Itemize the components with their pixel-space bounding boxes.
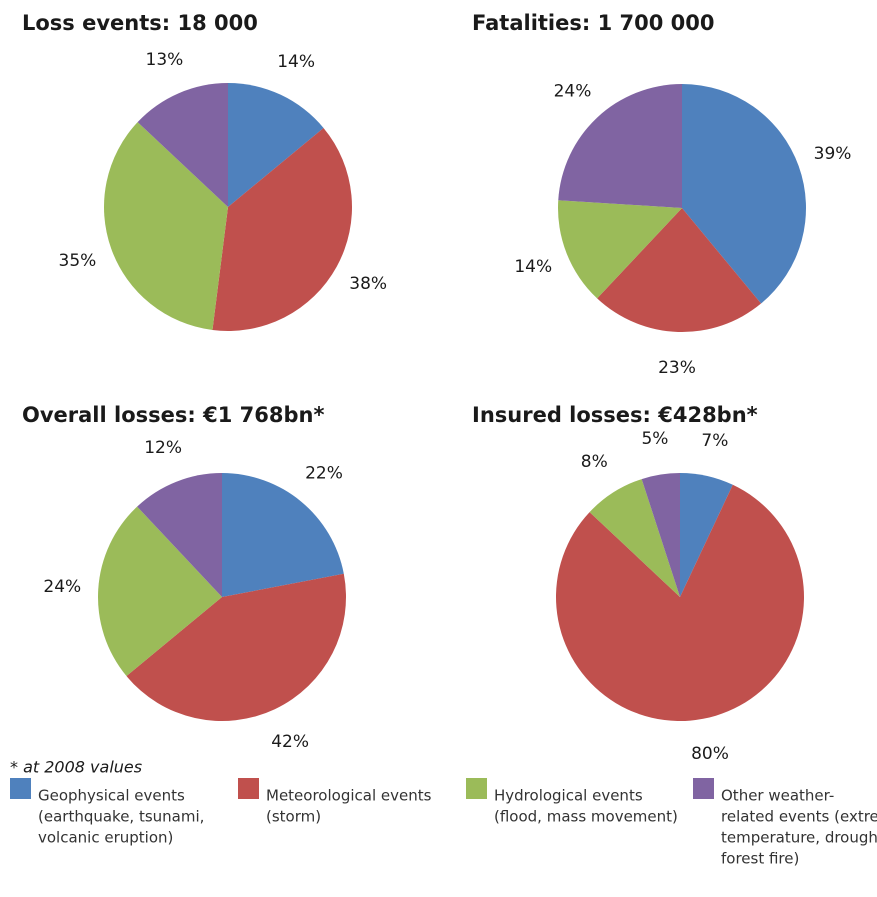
chart-title: Insured losses: €428bn* (472, 403, 758, 427)
slice-label: 14% (514, 257, 552, 277)
slice-label: 80% (691, 744, 729, 764)
pie-slice (641, 473, 680, 597)
slice-label: 24% (554, 81, 592, 101)
pie-slice (558, 200, 682, 299)
pie-slice (137, 473, 222, 597)
legend-label: (flood, mass movement) (494, 808, 678, 826)
pie-slice (137, 83, 228, 207)
legend-label: forest fire) (721, 850, 799, 868)
pie-slice (589, 479, 680, 597)
slice-label: 5% (641, 429, 668, 449)
legend-label: Other weather- (721, 787, 834, 805)
legend-swatch (10, 778, 31, 799)
slice-label: 24% (43, 577, 81, 597)
pie-slice (597, 208, 762, 333)
slice-label: 38% (349, 274, 387, 294)
pie-slice (558, 84, 682, 208)
legend-label: related events (extreme (721, 808, 877, 826)
legend-label: volcanic eruption) (38, 829, 173, 847)
slice-label: 42% (271, 732, 309, 752)
legend-swatch (238, 778, 259, 799)
legend-label: (earthquake, tsunami, (38, 808, 204, 826)
slice-label: 35% (59, 251, 97, 271)
slice-label: 8% (581, 452, 608, 472)
pie-slice (222, 473, 344, 597)
legend-label: temperature, drought, (721, 829, 877, 847)
pie-slice (228, 83, 324, 207)
chart-title: Loss events: 18 000 (22, 11, 258, 35)
slice-label: 23% (658, 358, 696, 378)
legend-label: Geophysical events (38, 787, 185, 805)
pie-slice (104, 122, 228, 331)
pie-slice (212, 127, 352, 331)
legend-swatch (693, 778, 714, 799)
slice-label: 7% (701, 431, 728, 451)
slice-label: 22% (305, 464, 343, 484)
slice-label: 14% (277, 52, 315, 72)
legend-label: (storm) (266, 808, 321, 826)
chart-title: Overall losses: €1 768bn* (22, 403, 324, 427)
note: * at 2008 values (10, 758, 142, 777)
pie-slice (680, 473, 733, 597)
chart-title: Fatalities: 1 700 000 (472, 11, 714, 35)
legend-label: Meteorological events (266, 787, 432, 805)
pie-slice (556, 484, 805, 721)
legend-label: Hydrological events (494, 787, 643, 805)
legend-swatch (466, 778, 487, 799)
pie-slice (98, 506, 222, 677)
slice-label: 39% (814, 144, 852, 164)
pie-slice (682, 84, 806, 304)
slice-label: 13% (146, 50, 184, 70)
pie-slice (126, 573, 346, 721)
slice-label: 12% (144, 438, 182, 458)
